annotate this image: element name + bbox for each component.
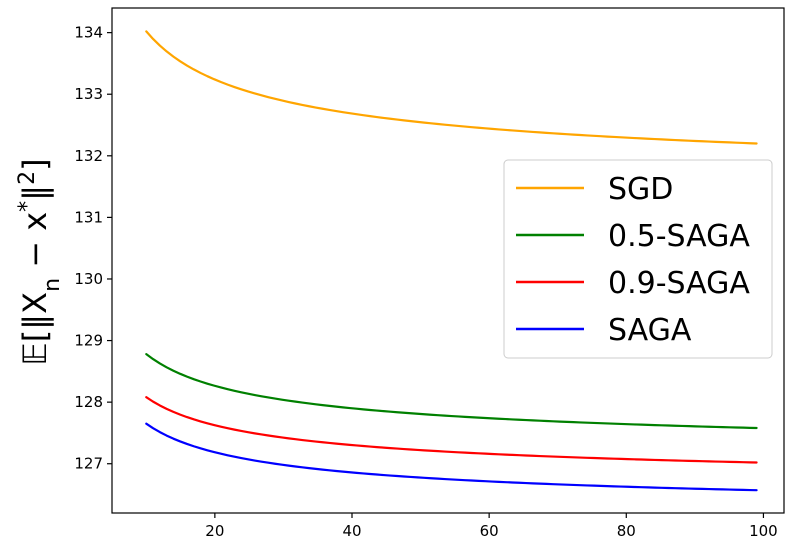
x-tick-label: 20 bbox=[205, 522, 224, 540]
legend-label-saga: SAGA bbox=[608, 313, 692, 348]
legend-items: SGD 0.5-SAGA 0.9-SAGA SAGA bbox=[516, 172, 750, 348]
y-tick-label: 129 bbox=[74, 332, 103, 350]
y-axis-ticks: 127 128 129 130 131 132 133 134 bbox=[74, 24, 112, 473]
y-tick-label: 127 bbox=[74, 455, 103, 473]
series-line-sgd bbox=[145, 30, 758, 145]
x-axis-ticks: 20 40 60 80 100 bbox=[205, 513, 778, 540]
y-tick-label: 131 bbox=[74, 208, 103, 226]
y-axis-label-sup2: 2 bbox=[15, 171, 40, 185]
y-axis-label: 𝔼[‖Xn − x*‖2] bbox=[15, 158, 65, 365]
y-tick-label: 132 bbox=[74, 147, 103, 165]
y-tick-label: 133 bbox=[74, 85, 103, 103]
y-axis-label-sup1: * bbox=[15, 201, 40, 212]
y-axis-label-end: ] bbox=[16, 158, 54, 170]
x-tick-label: 80 bbox=[617, 522, 636, 540]
y-axis-label-sub: n bbox=[40, 278, 65, 292]
series-line-saga bbox=[145, 422, 758, 492]
legend-label-sgd: SGD bbox=[608, 172, 673, 207]
y-tick-label: 134 bbox=[74, 24, 103, 42]
series-line-0-9-saga bbox=[145, 396, 758, 464]
y-axis-label-close: ‖ bbox=[16, 185, 54, 201]
y-tick-label: 130 bbox=[74, 270, 103, 288]
y-axis-label-mid: − x bbox=[16, 212, 54, 278]
y-axis-label-prefix: 𝔼[‖X bbox=[16, 292, 54, 366]
x-tick-label: 40 bbox=[342, 522, 361, 540]
axes-frame bbox=[111, 7, 785, 514]
series-layer bbox=[145, 30, 758, 492]
legend-label-0-5-saga: 0.5-SAGA bbox=[608, 219, 750, 254]
x-tick-label: 60 bbox=[480, 522, 499, 540]
legend-label-0-9-saga: 0.9-SAGA bbox=[608, 266, 750, 301]
series-line-0-5-saga bbox=[145, 353, 758, 430]
y-tick-label: 128 bbox=[74, 393, 103, 411]
legend: SGD 0.5-SAGA 0.9-SAGA SAGA bbox=[503, 159, 773, 359]
x-tick-label: 100 bbox=[749, 522, 778, 540]
legend-box bbox=[503, 159, 773, 359]
